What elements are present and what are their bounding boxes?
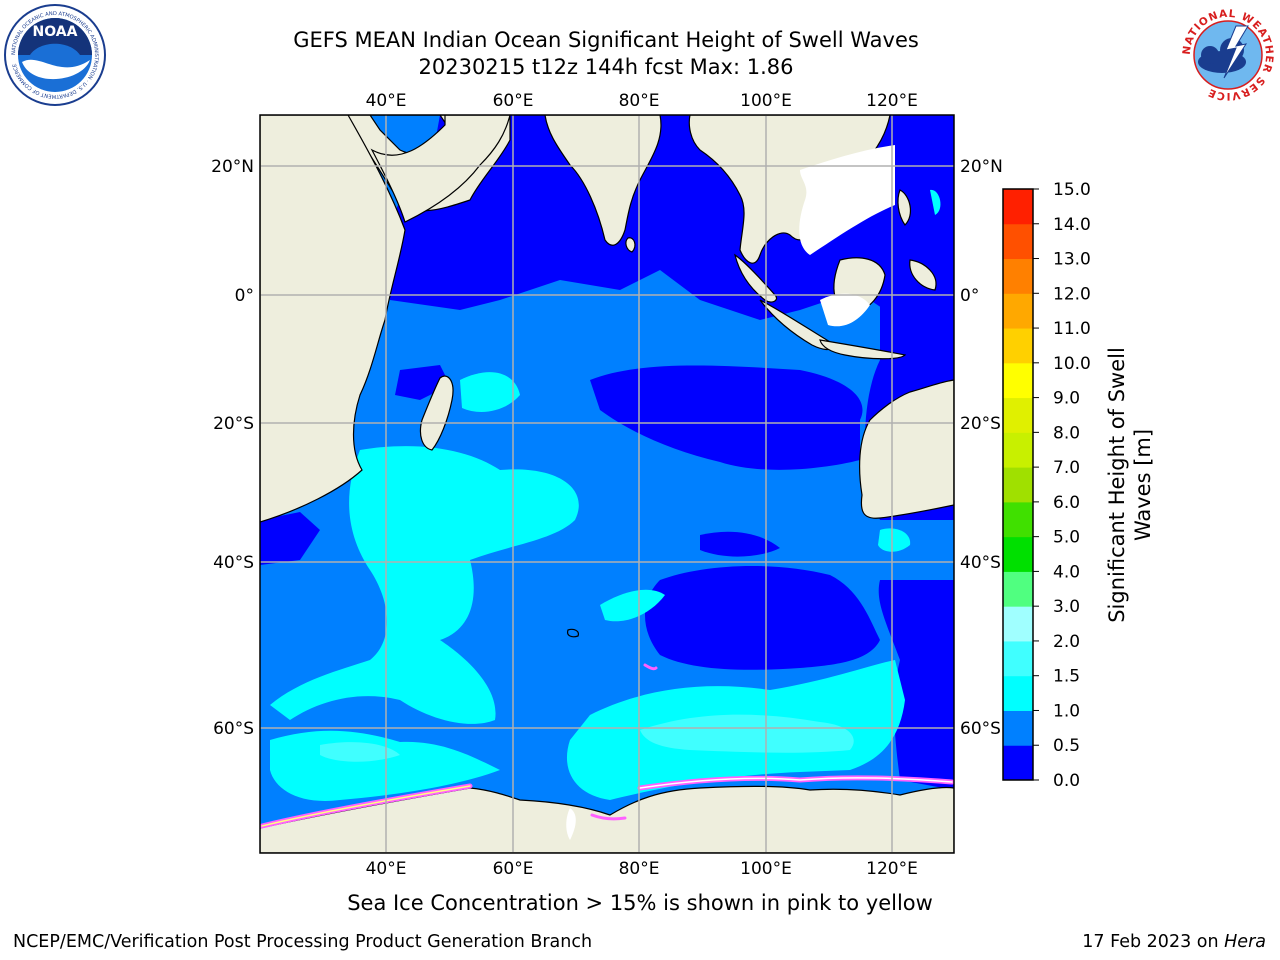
lat-tick-right-0: 20°N xyxy=(960,157,1003,177)
colorbar-level-1: 0.5 xyxy=(1053,736,1080,756)
colorbar-segment-11 xyxy=(1003,362,1033,399)
colorbar-level-4: 2.0 xyxy=(1053,632,1080,652)
map-gridlines xyxy=(260,115,954,853)
noaa-logo-text: NOAA xyxy=(33,24,78,40)
footer-date: 17 Feb 2023 on Hera xyxy=(1082,932,1266,952)
colorbar-level-14: 12.0 xyxy=(1053,284,1091,304)
nws-logo-icon: NATIONAL WEATHER SERVICE xyxy=(1178,5,1278,105)
lon-tick-bottom-3: 100°E xyxy=(740,859,792,879)
footer-branch: NCEP/EMC/Verification Post Processing Pr… xyxy=(13,932,593,952)
colorbar-segment-15 xyxy=(1003,223,1033,260)
colorbar-level-3: 1.5 xyxy=(1053,667,1080,687)
lon-tick-top-1: 60°E xyxy=(493,91,534,111)
lon-tick-top-2: 80°E xyxy=(619,91,660,111)
colorbar-segment-3 xyxy=(1003,640,1033,677)
lat-tick-right-3: 40°S xyxy=(960,553,1001,573)
lat-tick-left-4: 60°S xyxy=(213,719,254,739)
colorbar-segment-6 xyxy=(1003,536,1033,572)
lat-tick-left-1: 0° xyxy=(235,286,254,306)
lon-tick-bottom-0: 40°E xyxy=(366,859,407,879)
colorbar-segment-16 xyxy=(1003,189,1033,225)
colorbar-level-8: 6.0 xyxy=(1053,493,1080,513)
colorbar-segment-5 xyxy=(1003,571,1033,607)
map-frame xyxy=(259,114,955,854)
colorbar-segment-8 xyxy=(1003,467,1033,503)
lat-tick-right-2: 20°S xyxy=(960,414,1001,434)
noaa-logo-icon: NOAA NATIONAL OCEANIC AND ATMOSPHERIC AD… xyxy=(4,4,106,106)
colorbar-segment-14 xyxy=(1003,258,1033,294)
colorbar-level-0: 0.0 xyxy=(1053,771,1080,791)
map-area xyxy=(260,115,954,853)
colorbar-level-5: 3.0 xyxy=(1053,597,1080,617)
colorbar-segment-1 xyxy=(1003,710,1033,746)
colorbar-level-16: 14.0 xyxy=(1053,215,1091,235)
sea-ice-note: Sea Ice Concentration > 15% is shown in … xyxy=(347,891,933,915)
colorbar-level-2: 1.0 xyxy=(1053,701,1080,721)
lat-tick-left-0: 20°N xyxy=(211,157,254,177)
footer-machine: Hera xyxy=(1224,932,1266,952)
chart-subtitle: 20230215 t12z 144h fcst Max: 1.86 xyxy=(418,55,794,79)
colorbar-segment-9 xyxy=(1003,432,1033,468)
colorbar-frame xyxy=(1002,188,1034,781)
colorbar-level-11: 9.0 xyxy=(1053,389,1080,409)
colorbar-level-15: 13.0 xyxy=(1053,250,1091,270)
colorbar-level-17: 15.0 xyxy=(1053,180,1091,200)
colorbar-level-13: 11.0 xyxy=(1053,319,1091,339)
colorbar-segment-13 xyxy=(1003,293,1033,329)
colorbar-level-9: 7.0 xyxy=(1053,458,1080,478)
masked-areas xyxy=(566,145,895,840)
colorbar-level-6: 4.0 xyxy=(1053,562,1080,582)
swell-band-1.5-2.0 xyxy=(320,714,854,762)
map-tick-labels: 40°E 40°E 60°E 60°E 80°E 80°E 100°E 100°E 120°E 1… xyxy=(211,91,1003,879)
colorbar: 0.0 0.5 1.0 1.5 2.0 3.0 4.0 5.0 6.0 7.0 8.0 9.0 10.0… xyxy=(1002,180,1091,791)
colorbar-label-line1: Significant Height of Swell xyxy=(1105,347,1129,623)
colorbar-level-10: 8.0 xyxy=(1053,423,1080,443)
lon-tick-bottom-4: 120°E xyxy=(866,859,918,879)
lon-tick-bottom-2: 80°E xyxy=(619,859,660,879)
footer-date-text: 17 Feb 2023 on xyxy=(1082,932,1225,952)
colorbar-level-7: 5.0 xyxy=(1053,528,1080,548)
lat-tick-right-1: 0° xyxy=(960,286,979,306)
colorbar-segment-12 xyxy=(1003,328,1033,364)
land-areas xyxy=(260,115,954,853)
colorbar-segment-2 xyxy=(1003,675,1033,711)
lat-tick-left-2: 20°S xyxy=(213,414,254,434)
colorbar-label-line2: Waves [m] xyxy=(1131,429,1155,541)
colorbar-segment-7 xyxy=(1003,501,1033,538)
colorbar-segment-0 xyxy=(1003,745,1033,781)
lon-tick-top-3: 100°E xyxy=(740,91,792,111)
lon-tick-top-0: 40°E xyxy=(366,91,407,111)
kerguelen-island xyxy=(567,628,579,638)
colorbar-segment-10 xyxy=(1003,397,1033,433)
lat-tick-right-4: 60°S xyxy=(960,719,1001,739)
lon-tick-bottom-1: 60°E xyxy=(493,859,534,879)
lat-tick-left-3: 40°S xyxy=(213,553,254,573)
sea-ice-fringe xyxy=(260,663,954,829)
colorbar-segment-4 xyxy=(1003,606,1033,642)
chart-title: GEFS MEAN Indian Ocean Significant Heigh… xyxy=(293,28,919,52)
lon-tick-top-4: 120°E xyxy=(866,91,918,111)
colorbar-level-12: 10.0 xyxy=(1053,354,1091,374)
